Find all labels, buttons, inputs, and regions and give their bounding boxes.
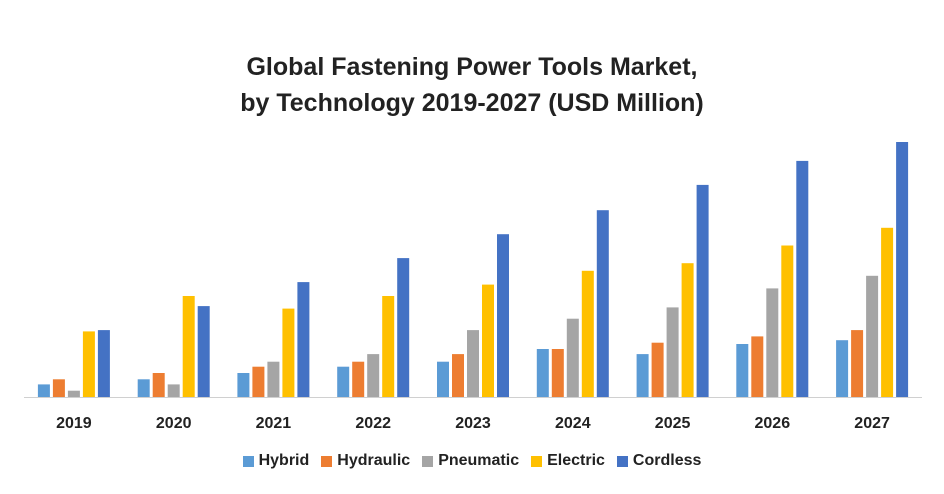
bar-pneumatic-2021 bbox=[267, 361, 280, 397]
bar-cordless-2023 bbox=[497, 234, 509, 397]
legend-label: Hydraulic bbox=[337, 452, 411, 469]
bar-hydraulic-2027 bbox=[851, 330, 864, 397]
legend-swatch bbox=[616, 455, 628, 467]
bar-pneumatic-2024 bbox=[566, 318, 579, 397]
bar-electric-2019 bbox=[82, 331, 95, 397]
bar-hydraulic-2019 bbox=[52, 379, 65, 397]
bar-hybrid-2022 bbox=[337, 366, 350, 397]
bar-hydraulic-2026 bbox=[751, 336, 764, 397]
legend-item-hybrid: Hybrid bbox=[242, 452, 310, 470]
bar-cordless-2020 bbox=[197, 306, 210, 397]
bar-pneumatic-2027 bbox=[866, 275, 879, 397]
legend-item-hydraulic: Hydraulic bbox=[321, 452, 410, 470]
x-tick-label: 2027 bbox=[854, 415, 890, 432]
bar-cordless-2019 bbox=[97, 330, 110, 397]
bar-cordless-2026 bbox=[796, 160, 809, 397]
bar-cordless-2022 bbox=[397, 258, 410, 397]
bar-hydraulic-2022 bbox=[352, 361, 365, 397]
x-tick-label: 2020 bbox=[156, 415, 192, 432]
bar-pneumatic-2020 bbox=[167, 384, 180, 397]
bar-hybrid-2019 bbox=[37, 384, 50, 397]
bar-cordless-2021 bbox=[297, 282, 310, 397]
legend-label: Hybrid bbox=[258, 452, 310, 469]
bar-pneumatic-2022 bbox=[367, 354, 380, 397]
bar-pneumatic-2019 bbox=[67, 390, 80, 397]
bar-hybrid-2025 bbox=[636, 354, 649, 397]
bar-electric-2026 bbox=[781, 245, 794, 397]
bar-hydraulic-2021 bbox=[252, 366, 265, 397]
bar-electric-2024 bbox=[581, 270, 594, 397]
legend-swatch bbox=[321, 455, 333, 467]
bar-pneumatic-2025 bbox=[666, 307, 679, 397]
bar-hydraulic-2024 bbox=[551, 349, 564, 397]
bar-cordless-2025 bbox=[696, 184, 709, 397]
bar-electric-2025 bbox=[681, 263, 694, 397]
bar-electric-2023 bbox=[482, 284, 494, 397]
chart-subtitle: by Technology 2019-2027 (USD Million) bbox=[240, 89, 704, 117]
legend-item-pneumatic: Pneumatic bbox=[422, 452, 519, 470]
legend-item-electric: Electric bbox=[531, 452, 605, 470]
bar-electric-2022 bbox=[382, 296, 395, 397]
x-tick-label: 2026 bbox=[755, 415, 791, 432]
bar-cordless-2024 bbox=[596, 210, 609, 397]
x-tick-label: 2024 bbox=[555, 415, 591, 432]
chart-title: Global Fastening Power Tools Market, bbox=[246, 53, 698, 81]
bar-hydraulic-2020 bbox=[152, 373, 165, 397]
bar-electric-2021 bbox=[282, 308, 295, 397]
legend-label: Pneumatic bbox=[438, 452, 520, 469]
bar-pneumatic-2026 bbox=[766, 288, 779, 397]
x-tick-label: 2022 bbox=[355, 415, 391, 432]
x-tick-label: 2023 bbox=[455, 415, 491, 432]
x-tick-label: 2021 bbox=[256, 415, 292, 432]
bar-electric-2027 bbox=[881, 227, 894, 397]
bar-hybrid-2023 bbox=[437, 361, 449, 397]
bar-hybrid-2021 bbox=[237, 373, 250, 397]
bar-hybrid-2026 bbox=[736, 344, 749, 397]
bar-hybrid-2020 bbox=[137, 379, 150, 397]
bar-cordless-2027 bbox=[896, 142, 909, 397]
bar-hydraulic-2023 bbox=[452, 354, 464, 397]
bar-hybrid-2027 bbox=[836, 340, 849, 397]
legend-item-cordless: Cordless bbox=[616, 452, 702, 470]
legend-label: Cordless bbox=[632, 452, 702, 469]
legend: Hybrid Hydraulic Pneumatic Electric Cordless bbox=[0, 452, 944, 470]
x-tick-label: 2019 bbox=[56, 415, 92, 432]
bar-electric-2020 bbox=[182, 296, 195, 397]
bar-hydraulic-2025 bbox=[651, 342, 664, 397]
x-tick-label: 2025 bbox=[655, 415, 691, 432]
legend-label: Electric bbox=[547, 452, 605, 469]
legend-swatch bbox=[531, 455, 543, 467]
bar-pneumatic-2023 bbox=[467, 330, 479, 397]
legend-swatch bbox=[242, 455, 254, 467]
bar-hybrid-2024 bbox=[536, 349, 549, 397]
legend-swatch bbox=[422, 455, 434, 467]
